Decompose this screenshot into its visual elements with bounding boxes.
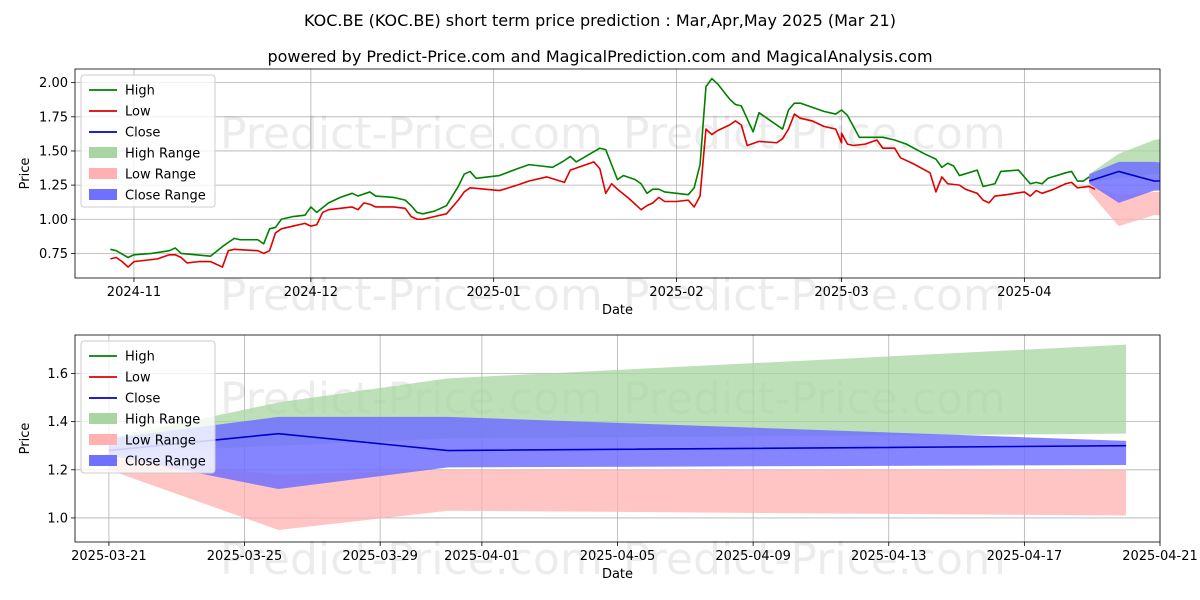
watermark-text: Predict-Price.com xyxy=(220,534,603,585)
legend-close-range-label: Close Range xyxy=(125,189,206,204)
y-tick-label: 1.2 xyxy=(47,463,68,478)
y-tick-label: 1.00 xyxy=(39,213,68,228)
watermark-text: Predict-Price.com xyxy=(623,534,1006,585)
x-tick-label: 2024-12 xyxy=(284,285,338,300)
top-chart-panel: 2024-11 2024-12 2025-01 2025-02 2025-03 2025-… xyxy=(18,68,1161,321)
chart-title: KOC.BE (KOC.BE) short term price predict… xyxy=(304,11,896,30)
y-tick-label: 1.25 xyxy=(39,179,68,194)
legend-low-label: Low xyxy=(125,371,151,386)
legend: High Low Close High Range Low Range Close Ran… xyxy=(80,340,216,474)
legend-low-range-label: Low Range xyxy=(125,168,196,183)
legend-low-range-swatch xyxy=(89,434,117,445)
x-tick-label: 2025-01 xyxy=(467,285,521,300)
high-series-line xyxy=(110,77,1090,259)
x-axis-label: Date xyxy=(602,303,633,318)
legend-close-range-swatch xyxy=(89,455,117,466)
legend-high-range-label: High Range xyxy=(125,147,200,162)
legend-close-label: Close xyxy=(125,126,160,141)
x-tick-label: 2025-03-21 xyxy=(71,549,147,564)
x-tick-label: 2025-04-21 xyxy=(1122,549,1198,564)
legend-low-label: Low xyxy=(125,105,151,120)
watermark-text: Predict-Price.com xyxy=(220,270,603,321)
y-tick-label: 1.6 xyxy=(47,367,68,382)
y-tick-label: 2.00 xyxy=(39,76,68,91)
watermark-text: Predict-Price.com xyxy=(220,108,603,159)
x-tick-label: 2025-03-29 xyxy=(342,549,418,564)
close-range-band xyxy=(1089,161,1160,203)
y-tick-label: 1.0 xyxy=(47,511,68,526)
legend-close-range-swatch xyxy=(89,189,117,200)
y-tick-label: 0.75 xyxy=(39,247,68,262)
x-tick-label: 2025-03-25 xyxy=(207,549,283,564)
watermark-text: Predict-Price.com xyxy=(623,108,1006,159)
chart-subtitle: powered by Predict-Price.com and Magical… xyxy=(267,47,932,66)
legend-high-range-swatch xyxy=(89,413,117,424)
watermark-text: Predict-Price.com xyxy=(623,270,1006,321)
legend-high-range-swatch xyxy=(89,147,117,158)
y-axis-label: Price xyxy=(18,158,33,190)
legend-low-range-label: Low Range xyxy=(125,434,196,449)
low-series-line xyxy=(110,113,1096,268)
bottom-chart-panel: 2025-03-21 2025-03-25 2025-03-29 2025-04-01… xyxy=(18,334,1198,585)
plot-area xyxy=(108,344,1127,530)
y-axis-label: Price xyxy=(18,423,33,455)
legend-low-range-swatch xyxy=(89,168,117,179)
x-tick-label: 2025-04 xyxy=(997,285,1051,300)
close-series-line xyxy=(1088,170,1160,182)
x-tick-label: 2025-04-05 xyxy=(580,549,656,564)
legend-close-range-label: Close Range xyxy=(125,455,206,470)
plot-frame xyxy=(74,68,1161,279)
x-tick-label: 2025-04-09 xyxy=(715,549,791,564)
legend-close-label: Close xyxy=(125,392,160,407)
y-tick-label: 1.75 xyxy=(39,110,68,125)
y-tick-label: 1.50 xyxy=(39,144,68,159)
x-axis-label: Date xyxy=(602,567,633,582)
legend-high-range-label: High Range xyxy=(125,413,200,428)
legend-high-label: High xyxy=(125,350,155,365)
plot-area xyxy=(110,77,1160,268)
low-range-band xyxy=(1089,185,1160,227)
legend-high-label: High xyxy=(125,84,155,99)
x-tick-label: 2024-11 xyxy=(107,285,161,300)
x-tick-label: 2025-04-01 xyxy=(444,549,520,564)
plot-frame xyxy=(74,334,1161,543)
x-tick-label: 2025-03 xyxy=(814,285,868,300)
legend: High Low Close High Range Low Range Close Ran… xyxy=(80,74,216,208)
x-tick-label: 2025-04-13 xyxy=(851,549,927,564)
close-range-band xyxy=(108,416,1127,490)
y-tick-label: 1.4 xyxy=(47,415,68,430)
x-tick-label: 2025-02 xyxy=(649,285,703,300)
x-tick-label: 2025-04-17 xyxy=(987,549,1063,564)
